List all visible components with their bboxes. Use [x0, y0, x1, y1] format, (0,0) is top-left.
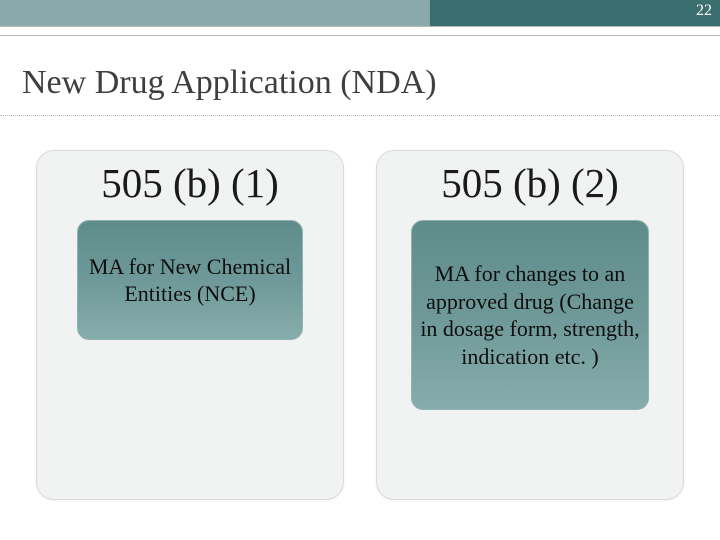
top-rule-gap [0, 26, 720, 36]
column-1-heading: 505 (b) (1) [97, 157, 283, 220]
title-underline [0, 115, 720, 116]
top-bar-left-segment [0, 0, 430, 26]
column-2-pill: MA for changes to an approved drug (Chan… [411, 220, 649, 410]
page-number: 22 [696, 2, 712, 20]
page-title: New Drug Application (NDA) [22, 64, 437, 102]
column-2-heading: 505 (b) (2) [437, 157, 623, 220]
column-1: 505 (b) (1) MA for New Chemical Entities… [36, 150, 344, 500]
column-2: 505 (b) (2) MA for changes to an approve… [376, 150, 684, 500]
columns: 505 (b) (1) MA for New Chemical Entities… [36, 150, 684, 500]
column-1-pill: MA for New Chemical Entities (NCE) [77, 220, 303, 340]
